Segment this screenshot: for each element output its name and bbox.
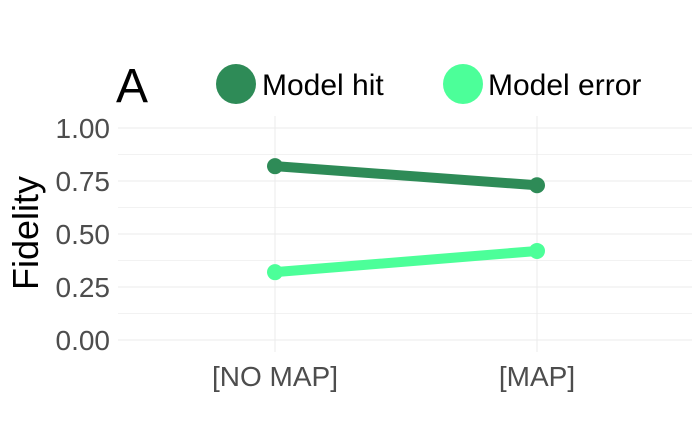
grid <box>118 116 692 352</box>
legend: Model hit Model error <box>216 64 641 104</box>
legend-label: Model error <box>488 69 641 102</box>
y-tick-label: 0.50 <box>56 219 111 250</box>
series-1 <box>267 242 545 281</box>
data-point <box>267 158 283 175</box>
y-axis-title: Fidelity <box>5 176 46 290</box>
x-tick-label: [MAP] <box>499 361 575 392</box>
y-tick-label: 0.75 <box>56 166 111 197</box>
y-tick-label: 0.25 <box>56 272 111 303</box>
data-point <box>529 242 545 259</box>
y-tick-label: 0.00 <box>56 325 111 356</box>
legend-item: Model hit <box>216 64 384 104</box>
series-layer <box>267 158 545 281</box>
legend-item: Model error <box>443 64 641 104</box>
legend-key-icon <box>216 64 256 104</box>
data-point <box>267 264 283 281</box>
panel-label: A <box>116 60 148 113</box>
y-tick-labels: 0.00 0.25 0.50 0.75 1.00 <box>56 113 111 356</box>
series-line <box>270 245 542 278</box>
x-tick-label: [NO MAP] <box>212 361 338 392</box>
series-0 <box>267 158 545 194</box>
series-line <box>270 161 542 191</box>
y-tick-label: 1.00 <box>56 113 111 144</box>
legend-key-icon <box>443 64 483 104</box>
x-tick-labels: [NO MAP] [MAP] <box>212 361 575 392</box>
legend-label: Model hit <box>262 69 384 102</box>
data-point <box>529 177 545 194</box>
